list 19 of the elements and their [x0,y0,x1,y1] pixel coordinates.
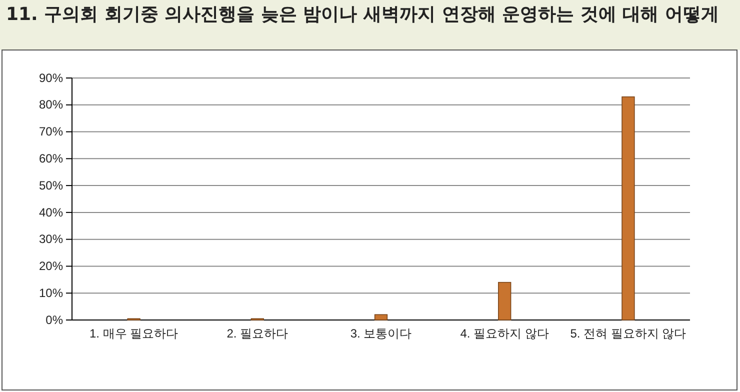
x-tick-label: 4. 필요하지 않다 [460,326,549,340]
y-tick-label: 40% [38,205,64,220]
bar [498,282,512,320]
x-tick-label: 1. 매우 필요하다 [89,326,178,340]
chart-title: 11. 구의회 회기중 의사진행을 늦은 밤이나 새벽까지 연장해 운영하는 것에 대해 어떻게 [6,4,719,25]
x-tick-label: 3. 보통이다 [350,326,412,340]
y-tick-label: 80% [38,98,64,112]
bar [622,96,635,320]
y-tick-label: 10% [38,286,64,300]
x-tick-label: 2. 필요하다 [226,326,288,340]
y-tick-label: 20% [38,259,64,274]
y-tick-label: 60% [38,152,64,166]
bar [374,314,388,320]
y-tick-label: 50% [38,178,64,192]
y-tick-label: 90% [38,70,64,85]
x-tick-label: 5. 전혀 필요하지 않다 [570,326,686,340]
y-tick-label: 70% [38,124,64,139]
y-tick-label: 0% [46,312,64,327]
y-tick-label: 30% [38,232,64,246]
